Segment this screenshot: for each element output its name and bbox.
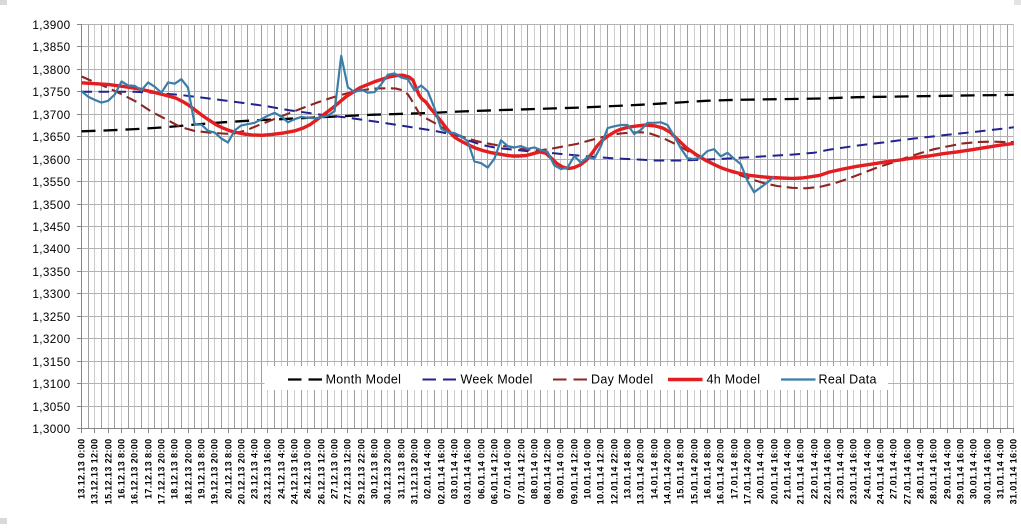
svg-text:17.01.14 8:00: 17.01.14 8:00	[730, 439, 740, 500]
svg-text:02.01.14 4:00: 02.01.14 4:00	[423, 439, 433, 500]
svg-text:1,3750: 1,3750	[32, 86, 70, 99]
svg-text:18.12.13 20:00: 18.12.13 20:00	[184, 439, 194, 505]
svg-text:1,3700: 1,3700	[32, 109, 70, 122]
svg-text:03.01.14 4:00: 03.01.14 4:00	[450, 439, 460, 500]
svg-text:15.01.14 8:00: 15.01.14 8:00	[676, 439, 686, 500]
svg-text:16.01.14 20:00: 16.01.14 20:00	[716, 439, 726, 505]
svg-text:20.01.14 4:00: 20.01.14 4:00	[756, 439, 766, 500]
svg-text:08.01.14 0:00: 08.01.14 0:00	[530, 439, 540, 500]
svg-text:31.01.14 16:00: 31.01.14 16:00	[1009, 439, 1019, 505]
svg-text:1,3200: 1,3200	[32, 333, 70, 346]
svg-text:07.01.14 12:00: 07.01.14 12:00	[517, 439, 527, 505]
svg-text:06.01.14 12:00: 06.01.14 12:00	[490, 439, 500, 505]
svg-text:24.01.14 16:00: 24.01.14 16:00	[876, 439, 886, 505]
svg-text:29.01.14 16:00: 29.01.14 16:00	[956, 439, 966, 505]
svg-text:17.12.13 20:00: 17.12.13 20:00	[157, 439, 167, 505]
svg-text:4h Model: 4h Model	[707, 373, 761, 387]
svg-text:23.01.14 4:00: 23.01.14 4:00	[836, 439, 846, 500]
svg-text:31.01.14 4:00: 31.01.14 4:00	[996, 439, 1006, 500]
svg-text:27.01.14 16:00: 27.01.14 16:00	[903, 439, 913, 505]
svg-text:19.12.13 20:00: 19.12.13 20:00	[210, 439, 220, 505]
svg-text:16.12.13 20:00: 16.12.13 20:00	[130, 439, 140, 505]
svg-text:31.12.13 8:00: 31.12.13 8:00	[397, 439, 407, 500]
svg-text:1,3100: 1,3100	[32, 378, 70, 391]
svg-text:1,3600: 1,3600	[32, 154, 70, 167]
svg-text:12.01.14 22:00: 12.01.14 22:00	[610, 439, 620, 505]
svg-text:30.12.13 8:00: 30.12.13 8:00	[370, 439, 380, 500]
svg-text:29.12.13 22:00: 29.12.13 22:00	[357, 439, 367, 505]
svg-text:Month Model: Month Model	[326, 373, 402, 387]
svg-text:22.01.14 16:00: 22.01.14 16:00	[823, 439, 833, 505]
svg-text:17.12.13 8:00: 17.12.13 8:00	[144, 439, 154, 500]
svg-text:1,3000: 1,3000	[32, 423, 70, 436]
svg-text:08.01.14 12:00: 08.01.14 12:00	[543, 439, 553, 505]
svg-text:1,3050: 1,3050	[32, 401, 70, 414]
svg-text:26.12.13 0:00: 26.12.13 0:00	[303, 439, 313, 500]
svg-text:22.01.14 4:00: 22.01.14 4:00	[810, 439, 820, 500]
svg-text:10.01.14 12:00: 10.01.14 12:00	[596, 439, 606, 505]
svg-text:1,3400: 1,3400	[32, 243, 70, 256]
svg-text:15.12.13 22:00: 15.12.13 22:00	[104, 439, 114, 505]
svg-text:30.12.13 20:00: 30.12.13 20:00	[383, 439, 393, 505]
svg-text:30.01.14 4:00: 30.01.14 4:00	[969, 439, 979, 500]
svg-text:14.01.14 8:00: 14.01.14 8:00	[650, 439, 660, 500]
svg-text:18.12.13 8:00: 18.12.13 8:00	[170, 439, 180, 500]
svg-text:1,3650: 1,3650	[32, 131, 70, 144]
svg-text:Real Data: Real Data	[819, 373, 877, 387]
svg-text:20.12.13 8:00: 20.12.13 8:00	[224, 439, 234, 500]
svg-text:07.01.14 0:00: 07.01.14 0:00	[503, 439, 513, 500]
svg-text:06.01.14 0:00: 06.01.14 0:00	[477, 439, 487, 500]
svg-text:26.12.13 12:00: 26.12.13 12:00	[317, 439, 327, 505]
svg-text:27.01.14 4:00: 27.01.14 4:00	[889, 439, 899, 500]
svg-text:24.12.13 4:00: 24.12.13 4:00	[277, 439, 287, 500]
svg-text:09.01.14 0:00: 09.01.14 0:00	[556, 439, 566, 500]
svg-text:27.12.13 0:00: 27.12.13 0:00	[330, 439, 340, 500]
svg-text:13.01.14 20:00: 13.01.14 20:00	[636, 439, 646, 505]
svg-text:30.01.14 16:00: 30.01.14 16:00	[983, 439, 993, 505]
svg-text:1,3450: 1,3450	[32, 221, 70, 234]
svg-text:13.12.13 0:00: 13.12.13 0:00	[77, 439, 87, 500]
svg-text:23.12.13 4:00: 23.12.13 4:00	[250, 439, 260, 500]
svg-text:1,3350: 1,3350	[32, 266, 70, 279]
svg-text:Week Model: Week Model	[461, 373, 533, 387]
svg-text:27.12.13 12:00: 27.12.13 12:00	[343, 439, 353, 505]
svg-text:1,3150: 1,3150	[32, 356, 70, 369]
svg-text:21.01.14 4:00: 21.01.14 4:00	[783, 439, 793, 500]
svg-text:19.12.13 8:00: 19.12.13 8:00	[197, 439, 207, 500]
svg-text:20.01.14 16:00: 20.01.14 16:00	[770, 439, 780, 505]
svg-text:16.12.13 8:00: 16.12.13 8:00	[117, 439, 127, 500]
svg-text:28.01.14 16:00: 28.01.14 16:00	[929, 439, 939, 505]
svg-text:23.01.14 16:00: 23.01.14 16:00	[849, 439, 859, 505]
svg-text:21.01.14 16:00: 21.01.14 16:00	[796, 439, 806, 505]
svg-text:09.01.14 12:00: 09.01.14 12:00	[570, 439, 580, 505]
svg-text:20.12.13 20:00: 20.12.13 20:00	[237, 439, 247, 505]
svg-text:28.01.14 4:00: 28.01.14 4:00	[916, 439, 926, 500]
svg-text:24.01.14 4:00: 24.01.14 4:00	[863, 439, 873, 500]
svg-text:13.01.14 8:00: 13.01.14 8:00	[623, 439, 633, 500]
svg-text:1,3850: 1,3850	[32, 41, 70, 54]
svg-text:Day Model: Day Model	[591, 373, 653, 387]
svg-text:1,3250: 1,3250	[32, 311, 70, 324]
svg-text:1,3500: 1,3500	[32, 199, 70, 212]
svg-text:14.01.14 20:00: 14.01.14 20:00	[663, 439, 673, 505]
svg-text:1,3550: 1,3550	[32, 176, 70, 189]
svg-text:17.01.14 20:00: 17.01.14 20:00	[743, 439, 753, 505]
svg-text:24.12.13 16:00: 24.12.13 16:00	[290, 439, 300, 505]
svg-text:16.01.14 8:00: 16.01.14 8:00	[703, 439, 713, 500]
svg-text:1,3800: 1,3800	[32, 64, 70, 77]
svg-text:13.12.13 12:00: 13.12.13 12:00	[90, 439, 100, 505]
svg-text:1,3900: 1,3900	[32, 19, 70, 32]
svg-text:1,3300: 1,3300	[32, 288, 70, 301]
svg-text:10.01.14 0:00: 10.01.14 0:00	[583, 439, 593, 500]
svg-text:29.01.14 4:00: 29.01.14 4:00	[943, 439, 953, 500]
svg-text:15.01.14 20:00: 15.01.14 20:00	[690, 439, 700, 505]
svg-text:03.01.14 16:00: 03.01.14 16:00	[463, 439, 473, 505]
svg-text:02.01.14 16:00: 02.01.14 16:00	[437, 439, 447, 505]
svg-text:23.12.13 16:00: 23.12.13 16:00	[263, 439, 273, 505]
svg-text:31.12.13 20:00: 31.12.13 20:00	[410, 439, 420, 505]
